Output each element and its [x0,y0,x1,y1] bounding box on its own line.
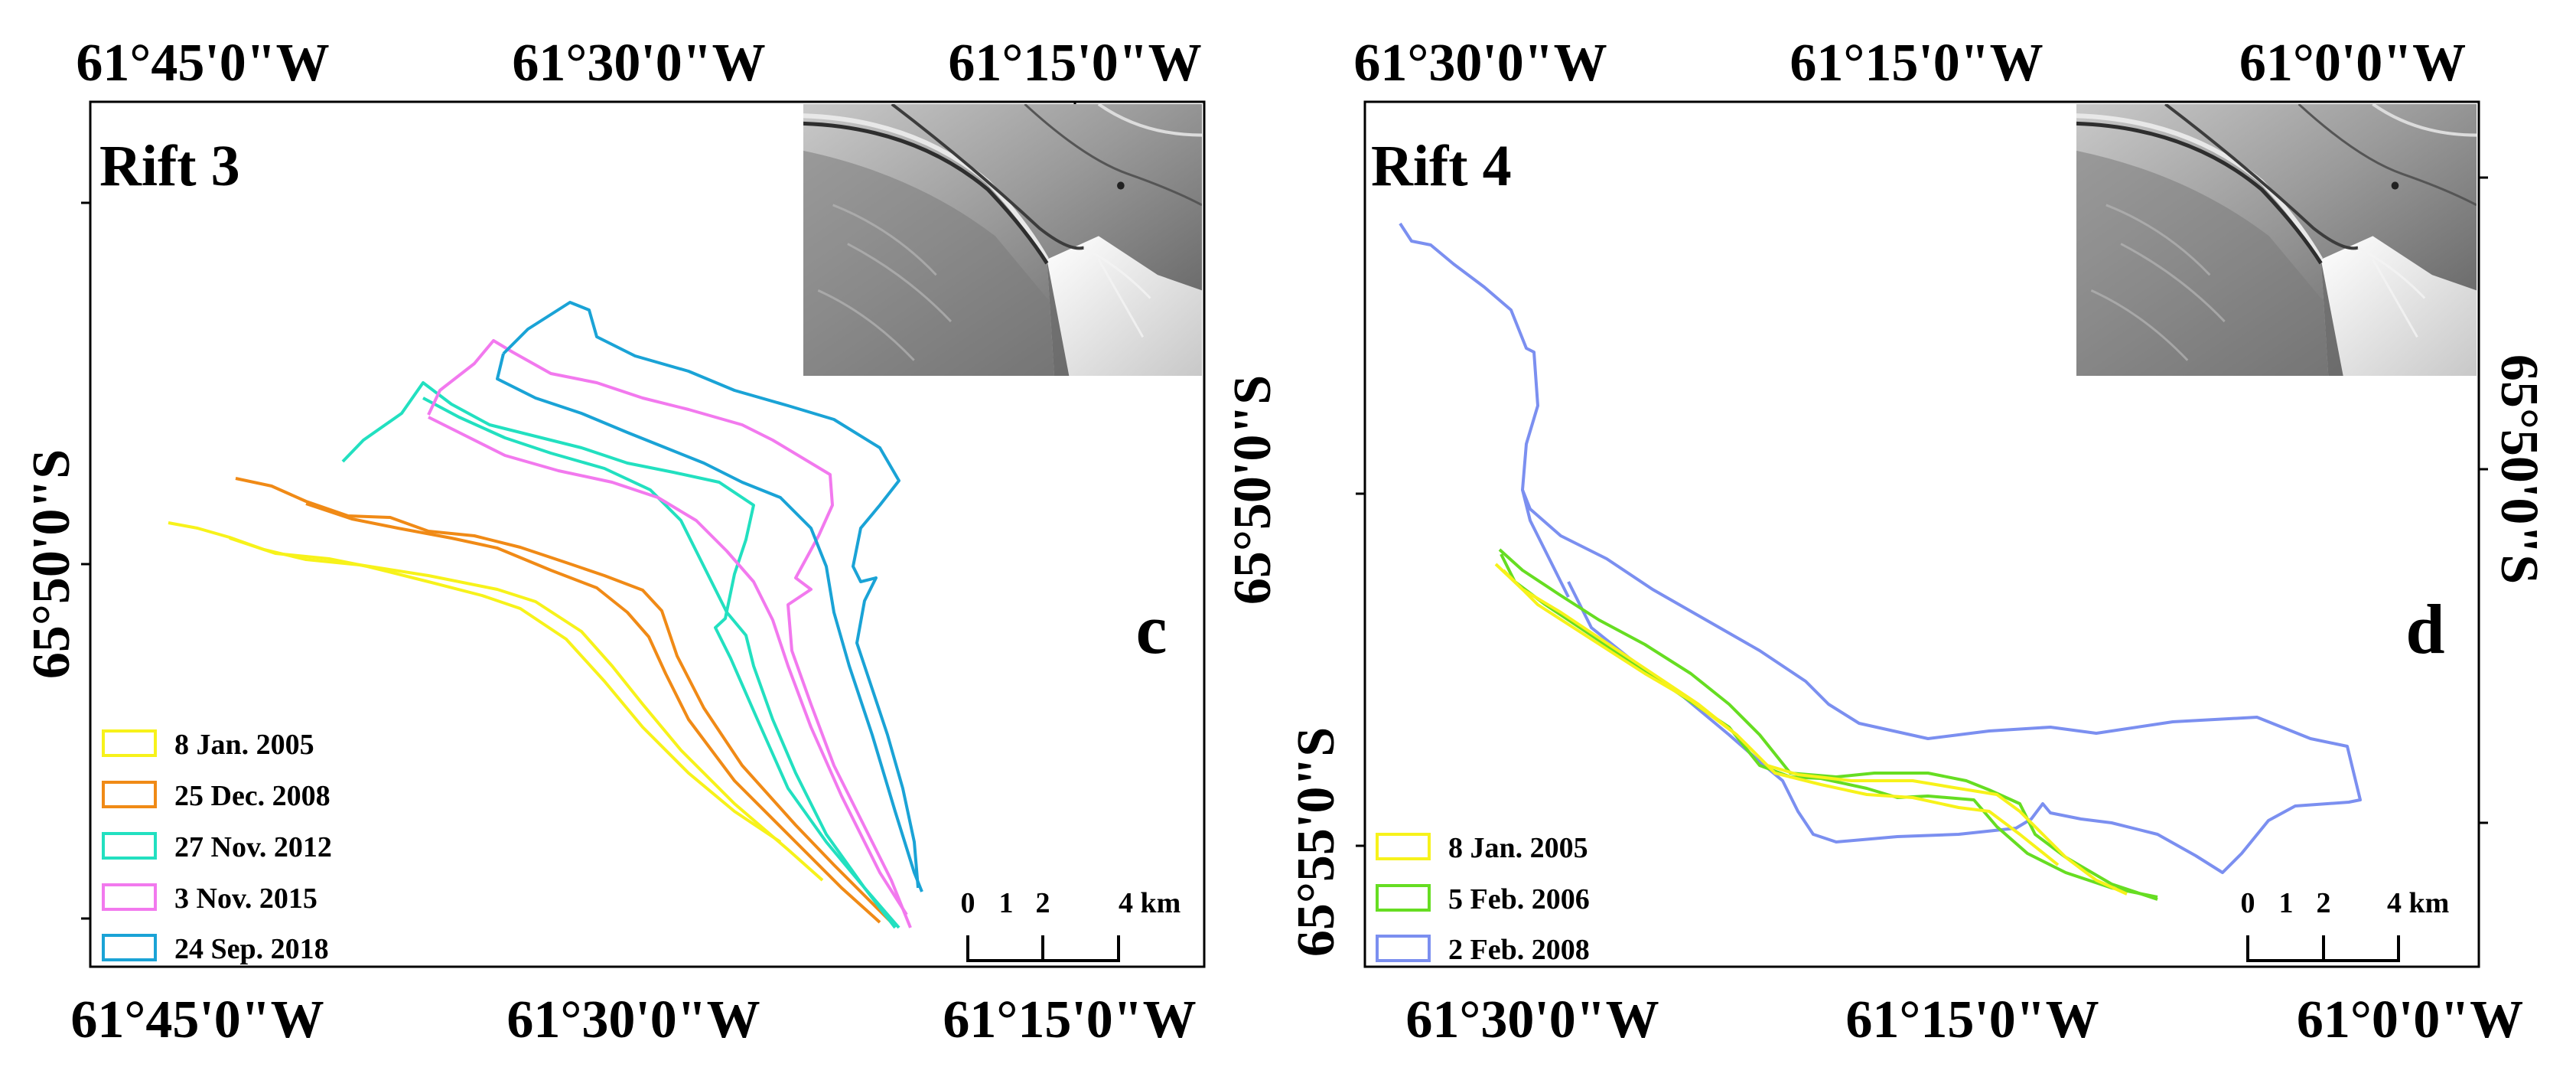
satellite-inset [2076,104,2477,376]
rift-line-2015 [427,339,912,928]
scale-label: 2 [1036,887,1050,919]
rift-line-2005 [229,537,782,843]
legend-label: 5 Feb. 2006 [1448,883,1590,915]
legend-item: 27 Nov. 2012 [102,831,332,863]
bottom-tick-label: 61°15'0"W [1845,990,2099,1049]
legend-swatch [1376,833,1431,860]
bottom-tick-label: 61°30'0"W [1405,990,1659,1049]
scale-label: 4 km [1119,887,1181,919]
legend-label: 8 Jan. 2005 [1448,832,1588,864]
panel-letter: c [1136,590,1168,668]
left-tick-label: 65°55'0"S [1287,727,1346,957]
panel-c: 61°45'0"W 61°30'0"W 61°15'0"W 61°45'0"W … [22,34,1206,1049]
top-tick-label: 61°15'0"W [948,34,1201,93]
rift-line-2008 [1399,222,2362,874]
top-tick-label: 61°30'0"W [512,34,765,93]
left-tick-label: 65°50'0"S [1223,375,1282,605]
legend-swatch [102,883,157,911]
bottom-tick-label: 61°45'0"W [70,990,324,1049]
legend-label: 8 Jan. 2005 [174,729,314,761]
legend: 8 Jan. 2005 25 Dec. 2008 27 Nov. 2012 3 … [102,729,332,965]
left-tick-label: 65°50'0"S [22,449,81,679]
bottom-tick-label: 61°15'0"W [943,990,1196,1049]
rift-line-2008 [1521,489,1570,598]
legend-item: 25 Dec. 2008 [102,780,331,812]
legend-label: 2 Feb. 2008 [1448,934,1590,966]
rift-line-2008 [235,477,897,928]
legend-swatch [102,934,157,961]
scale-bar: 0 1 2 4 km [961,887,1181,962]
bottom-tick-label: 61°0'0"W [2297,990,2523,1049]
legend-label: 27 Nov. 2012 [174,831,332,863]
right-tick-label: 65°50'0"S [2490,354,2548,584]
legend-swatch [102,729,157,757]
legend-swatch [1376,935,1431,962]
legend-item: 8 Jan. 2005 [102,729,314,761]
top-tick-label: 61°30'0"W [1353,34,1607,93]
legend-swatch [1376,884,1431,912]
bottom-tick-label: 61°30'0"W [506,990,760,1049]
rift-line-2018 [502,301,920,889]
rift-line-2015 [428,416,908,916]
legend-item: 3 Nov. 2015 [102,883,318,915]
scale-label: 1 [999,887,1014,919]
scale-label: 0 [2241,887,2255,919]
rift-line-2018 [496,353,923,892]
legend-label: 3 Nov. 2015 [174,883,318,915]
legend-swatch [102,832,157,860]
satellite-inset [803,104,1202,376]
rift-line-2012 [422,396,897,929]
scale-label: 1 [2279,887,2294,919]
legend-item: 24 Sep. 2018 [102,933,329,965]
legend: 8 Jan. 2005 5 Feb. 2006 2 Feb. 2008 [1376,832,1590,966]
legend-label: 25 Dec. 2008 [174,780,331,812]
legend-swatch [102,781,157,808]
rift-line-2006 [1498,548,2158,901]
legend-item: 5 Feb. 2006 [1376,883,1590,915]
panel-letter: d [2405,590,2444,668]
rift-title: Rift 4 [1371,134,1512,198]
rift-title: Rift 3 [99,134,240,198]
legend-item: 2 Feb. 2008 [1376,934,1590,966]
panel-d: 61°30'0"W 61°15'0"W 61°0'0"W 61°30'0"W 6… [1223,34,2548,1049]
rift-line-2008 [305,502,881,924]
legend-label: 24 Sep. 2018 [174,933,329,965]
rift-line-2005 [1494,563,2128,896]
legend-item: 8 Jan. 2005 [1376,832,1588,864]
scale-bar: 0 1 2 4 km [2241,887,2449,962]
top-tick-label: 61°15'0"W [1790,34,2043,93]
scale-label: 2 [2317,887,2331,919]
top-tick-label: 61°0'0"W [2239,34,2466,93]
top-tick-label: 61°45'0"W [76,34,329,93]
scale-label: 0 [961,887,975,919]
scale-label: 4 km [2387,887,2449,919]
rift-line-2005 [1502,569,2060,866]
